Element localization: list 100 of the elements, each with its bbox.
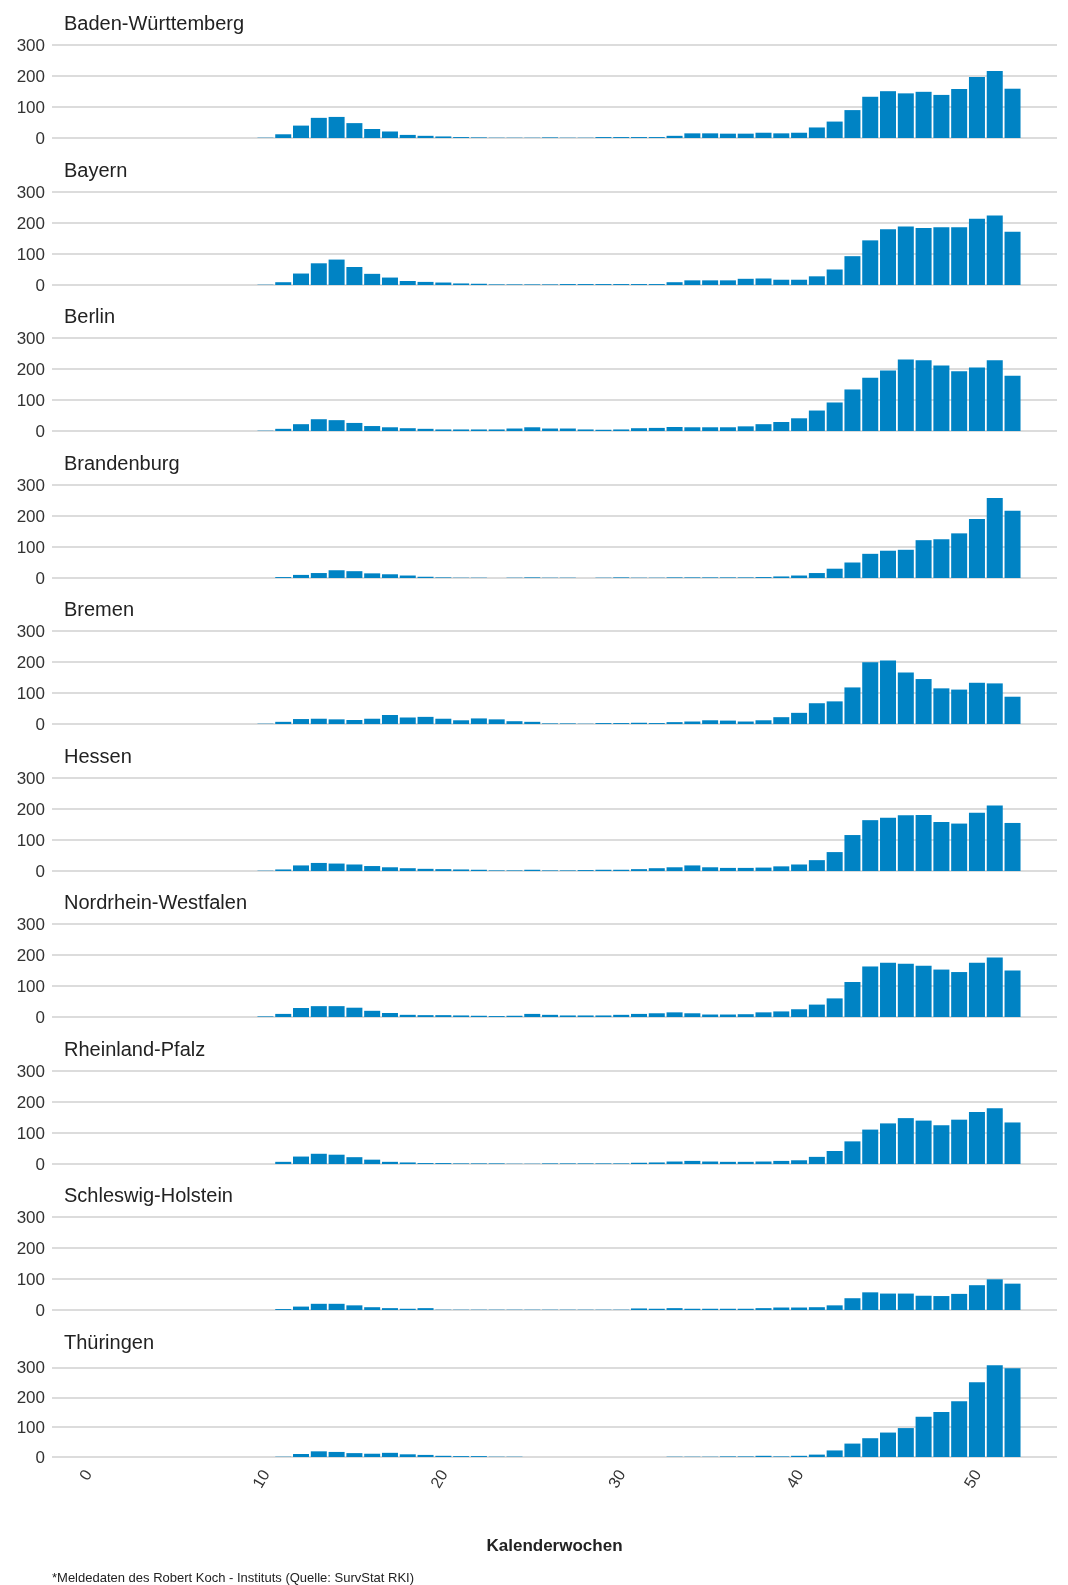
bar [897,1427,914,1457]
bar [275,1161,292,1164]
bar [702,279,719,285]
bar [381,1161,398,1164]
bar [986,360,1003,431]
bar [381,573,398,578]
bar [791,132,808,138]
bar [364,865,381,871]
bar [719,133,736,138]
bar [808,1307,825,1310]
bar [702,866,719,871]
bar [399,1014,416,1017]
bar [719,427,736,431]
bar [968,1381,985,1457]
bar [862,1292,879,1310]
bar [1004,970,1021,1017]
y-tick-label: 0 [35,714,45,734]
bar [1004,822,1021,871]
bar [862,819,879,871]
bar [791,712,808,724]
y-tick-label: 300 [16,914,45,934]
y-tick-label: 100 [16,97,45,117]
bar [737,278,754,285]
bar [808,572,825,578]
bar [293,1453,310,1457]
bar [364,426,381,431]
y-tick-label: 0 [35,1154,45,1173]
chart-title: Baden-Württemberg [64,12,245,34]
bar [897,225,914,285]
bar [880,817,897,871]
x-tick-label: 20 [427,1466,451,1491]
y-tick-label: 200 [16,506,45,525]
y-tick-label: 200 [16,652,45,672]
bar [986,805,1003,871]
bar [808,1156,825,1164]
y-tick-label: 100 [16,244,45,263]
chart-title: Schleswig-Holstein [64,1184,233,1206]
bar [951,972,968,1017]
bar [951,1119,968,1164]
bar [968,218,985,285]
bar [275,721,292,724]
bar [702,133,719,138]
y-tick-label: 0 [35,1007,45,1027]
bar [630,428,647,431]
bar [381,1452,398,1457]
y-tick-label: 300 [16,35,45,55]
x-tick-label: 30 [604,1466,629,1491]
chart-title: Nordrhein-Westfalen [64,891,248,913]
chart-title: Bayern [64,158,128,181]
y-tick-label: 200 [16,799,45,818]
y-tick-label: 100 [16,830,45,849]
bar [951,1400,968,1457]
bar [1004,696,1021,724]
bar [399,280,416,285]
bar [293,273,310,285]
chart-title: Bremen [64,598,135,620]
bar [381,131,398,138]
bar [364,1010,381,1017]
bar [862,96,879,138]
bar [364,572,381,578]
bar [791,1009,808,1017]
bar [897,359,914,431]
y-tick-label: 0 [35,275,45,294]
bar [275,134,292,138]
x-axis-title: Kalenderwochen [486,1535,623,1555]
y-tick-label: 300 [16,768,45,787]
bar [275,1013,292,1017]
x-tick-label: 10 [249,1466,273,1491]
y-tick-label: 300 [16,1207,45,1227]
bar [951,226,968,285]
bar [897,814,914,871]
bar [791,1159,808,1164]
bar [986,71,1003,138]
y-tick-label: 0 [35,1300,45,1320]
bar [648,427,665,431]
y-tick-label: 200 [16,359,45,379]
bar [808,859,825,871]
bar [986,497,1003,578]
y-tick-label: 100 [16,976,45,996]
bar [880,660,897,724]
bar [862,377,879,431]
bar [310,862,327,871]
bar [880,1432,897,1457]
bar [364,1307,381,1310]
bar [986,215,1003,285]
bar [808,127,825,138]
text: *Meldedaten des Robert Koch - Instituts (Quelle: SurvStat RKI) [52,1569,415,1585]
bar [951,823,968,871]
bar [648,1013,665,1017]
bar [986,683,1003,724]
bar [719,279,736,285]
bar [986,1364,1003,1457]
bar [791,279,808,285]
chart-title: Hessen [64,744,132,767]
y-tick-label: 300 [16,475,45,494]
y-tick-label: 100 [16,390,45,410]
bar [293,1008,310,1017]
bar [310,1006,327,1017]
bar [381,866,398,871]
chart-title: Thüringen [64,1330,155,1353]
